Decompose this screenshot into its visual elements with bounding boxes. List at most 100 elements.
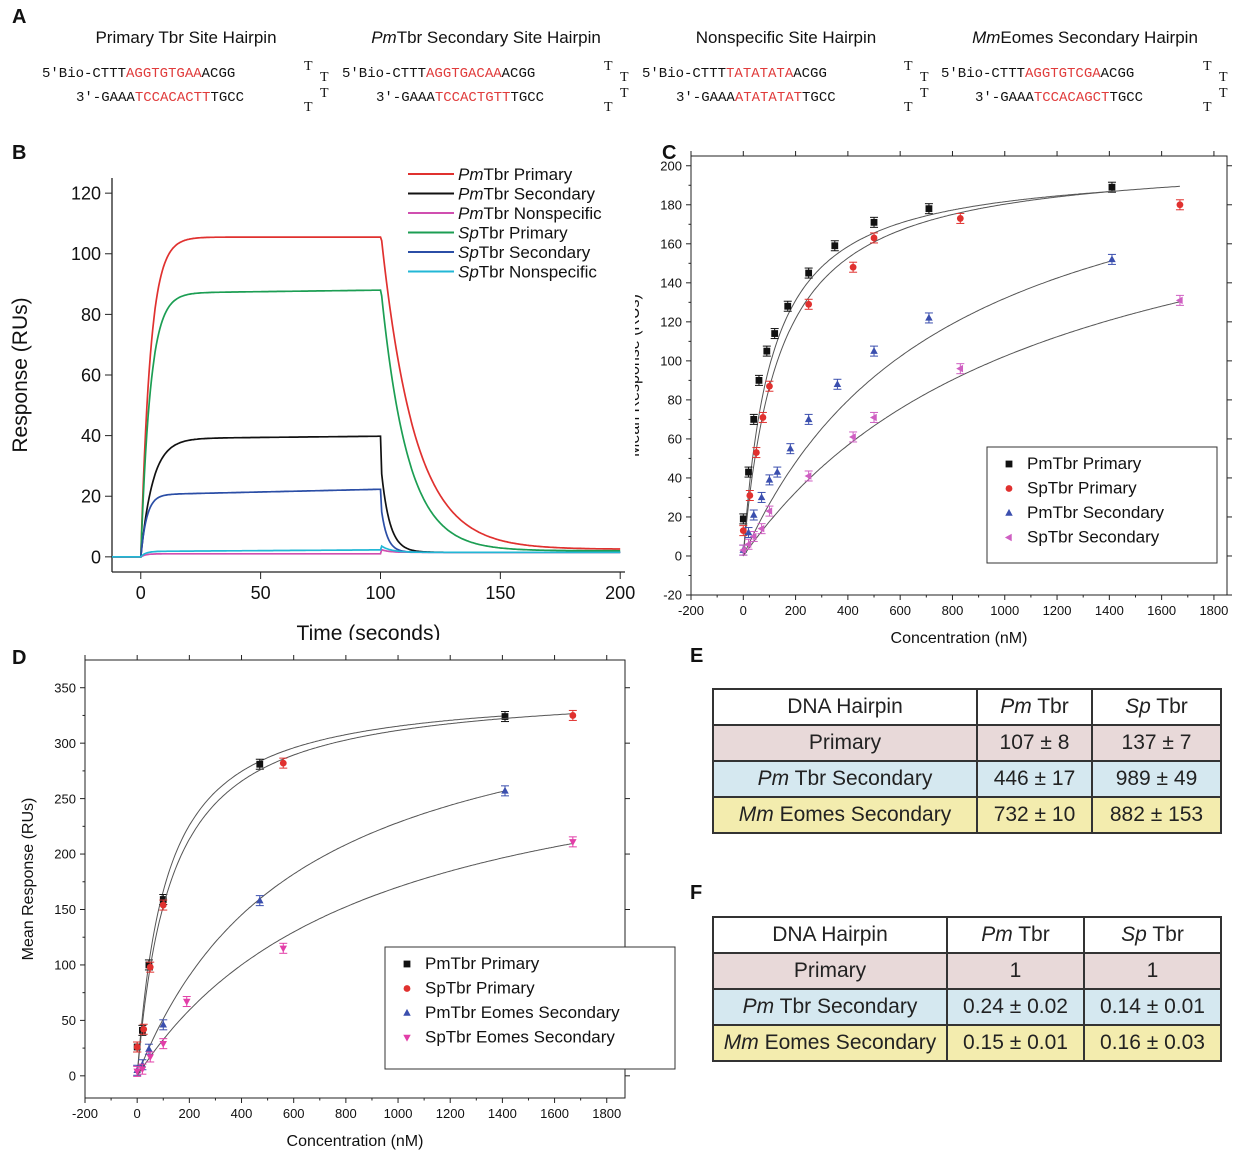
header-sp-tbr: Sp Tbr [1083,916,1222,954]
data-point [1108,183,1116,191]
x-tick-label: 1600 [1147,603,1176,618]
chart-c-binding-curves: -200 0 200 400 600 800 1000 1200 1400 1600 1800-20… [635,151,1232,647]
x-tick-label: 1000 [384,1106,413,1121]
table-row: Primary 1 1 [712,952,1222,990]
data-point [182,998,191,1006]
data-point [279,945,288,953]
data-point [765,507,773,515]
hairpin-bottom-strand: 3'-GAAATCCACTGTTTGCC [376,90,545,106]
data-point [744,540,752,549]
y-tick-label: 20 [668,510,682,525]
table-row: Mm Eomes Secondary 0.15 ± 0.01 0.16 ± 0.… [712,1024,1222,1062]
table-header-row: DNA Hairpin Pm Tbr Sp Tbr [712,688,1223,726]
y-axis-label: Mean Response (RUs) [635,294,643,457]
legend-entry: SpTbr Nonspecific [458,263,597,282]
y-tick-label: 350 [54,680,76,695]
table-row: Pm Tbr Secondary 446 ± 17 989 ± 49 [712,760,1223,798]
data-point [1108,255,1116,263]
y-tick-label: 80 [668,393,682,408]
x-tick-label: 0 [134,1106,141,1121]
data-point [749,532,757,541]
header-pm-tbr: Pm Tbr [946,916,1085,954]
table-row: Primary 107 ± 8 137 ± 7 [712,724,1223,762]
x-tick-label: 200 [605,583,635,603]
y-tick-label: 250 [54,791,76,806]
chart-d-binding-curves: -200 0 200 400 600 800 1000 1200 1400 1600 1800 0 50… [20,655,676,1150]
data-point [849,433,856,441]
legend-box [986,446,1218,564]
loop-t-4: T [304,100,313,115]
hairpin-bottom-strand: 3'-GAAATCCACAGCTTGCC [975,90,1144,106]
panel-letter-e: E [690,645,704,667]
hairpin-bottom-strand: 3'-GAAAATATATATTGCC [676,90,836,106]
data-point [831,242,839,250]
legend-entry: SpTbr Primary [425,979,535,998]
row-label: Pm Tbr Secondary [712,760,978,798]
data-point [870,347,878,354]
panel-letter-d: D [12,647,27,669]
data-point [752,449,760,456]
y-tick-label: 150 [54,902,76,917]
table-f-relative-affinity: DNA Hairpin Pm Tbr Sp Tbr Primary 1 1 Pm… [712,916,1222,1062]
data-point [786,444,795,452]
x-tick-label: 800 [942,603,964,618]
y-tick-label: 60 [668,432,682,447]
legend-entry: SpTbr Primary [1027,479,1137,498]
data-point [956,215,964,222]
fit-curve [742,260,1113,557]
data-point [133,1043,141,1051]
row-label: Primary [712,952,948,990]
data-point [159,1040,168,1048]
legend-entry: PmTbr Secondary [458,185,595,204]
y-tick-label: 80 [81,305,101,325]
fit-curve [742,185,1180,557]
data-point [744,528,753,536]
data-point [403,960,411,968]
y-tick-label: 200 [54,847,76,862]
x-tick-label: 100 [365,583,395,603]
x-tick-label: 800 [335,1106,357,1121]
legend-entry: PmTbr Primary [1027,454,1142,473]
y-axis-label: Mean Response (RUs) [20,798,37,961]
x-tick-label: 400 [837,603,859,618]
x-tick-label: 1400 [488,1106,517,1121]
data-point [805,300,813,308]
data-point [138,1066,147,1074]
x-axis-label: Concentration (nM) [287,1133,424,1150]
cell-pm: 107 ± 8 [976,724,1093,762]
panel-letter-b: B [12,142,27,164]
data-point [869,413,877,422]
data-point [766,382,773,390]
data-point [804,472,812,480]
data-point [159,1020,168,1028]
data-point [784,302,792,310]
data-point [925,205,933,213]
data-point [750,416,758,423]
legend-entry: PmTbr Primary [425,954,540,973]
data-point [146,1054,154,1062]
x-tick-label: 400 [231,1106,253,1121]
data-point [757,524,765,533]
cell-sp: 137 ± 7 [1090,724,1223,762]
cell-sp: 1 [1083,952,1222,990]
x-tick-label: -200 [678,603,704,618]
hairpin-top-strand: 5'Bio-CTTTAGGTGACAAACGG [342,66,536,82]
loop-t-3: T [620,86,629,101]
y-tick-label: 0 [69,1069,76,1084]
fit-curve [136,842,573,1077]
y-tick-label: 120 [660,315,682,330]
loop-t-1: T [604,59,613,74]
x-tick-label: 200 [178,1106,200,1121]
legend-box [384,946,676,1070]
data-point [1005,485,1013,492]
data-point [870,218,878,226]
data-point [956,364,964,373]
plot-frame [84,659,626,1099]
data-point [140,1025,148,1033]
data-point [501,713,509,720]
data-point [1005,508,1013,516]
header-dna-hairpin: DNA Hairpin [712,688,978,726]
x-tick-label: 600 [283,1106,305,1121]
data-point [159,901,167,909]
row-label: Primary [712,724,978,762]
